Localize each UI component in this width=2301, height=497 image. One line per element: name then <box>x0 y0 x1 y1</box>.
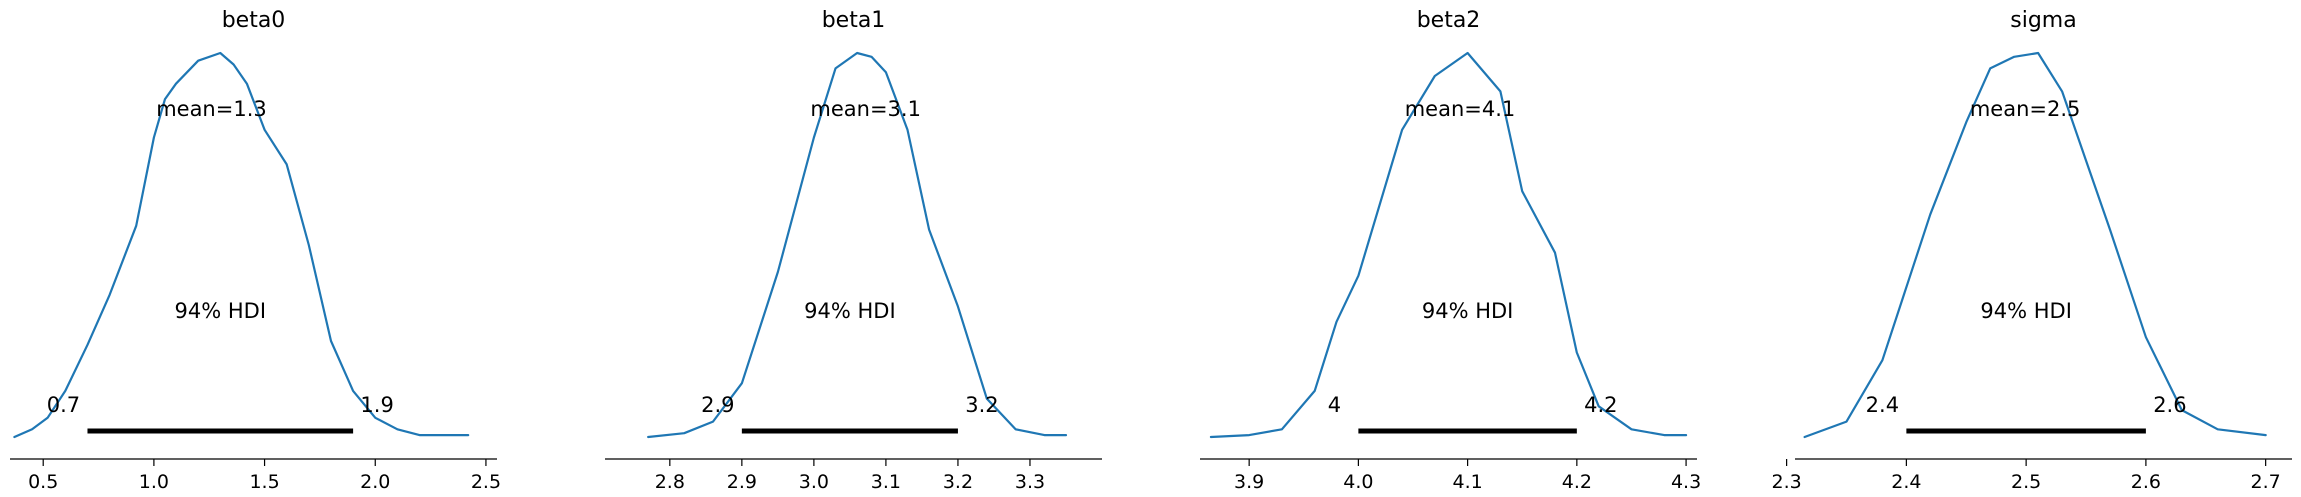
x-tick-label: 1.0 <box>139 471 169 493</box>
x-tick-label: 3.1 <box>871 471 901 493</box>
hdi-label: 94% HDI <box>804 299 896 323</box>
hdi-label: 94% HDI <box>1422 299 1514 323</box>
panel-title: beta1 <box>822 8 886 33</box>
kde-curve <box>1803 51 2267 439</box>
hdi-label: 94% HDI <box>175 299 267 323</box>
x-tick-label: 2.0 <box>360 471 390 493</box>
x-tick-label: 2.9 <box>727 471 757 493</box>
kde-curve <box>13 51 470 439</box>
x-tick-label: 2.6 <box>2131 471 2161 493</box>
x-tick-label: 4.0 <box>1343 471 1373 493</box>
x-tick-label: 1.5 <box>249 471 279 493</box>
x-tick-label: 2.8 <box>655 471 685 493</box>
x-tick-label: 0.5 <box>28 471 58 493</box>
panel-beta1: beta1 mean=3.1 94% HDI 2.9 3.2 2.8 2.9 3.0… <box>605 8 1102 493</box>
x-tick-label: 2.5 <box>2011 471 2041 493</box>
hdi-low-label: 4 <box>1328 393 1341 417</box>
x-tick-label: 4.2 <box>1562 471 1592 493</box>
x-tick-label: 3.3 <box>1015 471 1045 493</box>
x-tick-label: 4.3 <box>1671 471 1701 493</box>
x-tick-label: 2.3 <box>1772 471 1802 493</box>
mean-label: mean=3.1 <box>810 97 921 121</box>
x-tick-label: 2.5 <box>471 471 501 493</box>
panel-sigma: sigma mean=2.5 94% HDI 2.4 2.6 2.3 2.4 2.5… <box>1772 8 2292 493</box>
hdi-high-label: 3.2 <box>965 393 998 417</box>
x-tick-label: 3.9 <box>1234 471 1264 493</box>
kde-curve <box>647 51 1068 439</box>
hdi-low-label: 2.4 <box>1866 393 1899 417</box>
panel-beta0: beta0 mean=1.3 94% HDI 0.7 1.9 0.5 1.0 1.5… <box>10 8 501 493</box>
x-tick-label: 2.7 <box>2251 471 2281 493</box>
hdi-high-label: 1.9 <box>360 393 393 417</box>
x-tick-label: 4.1 <box>1453 471 1483 493</box>
panel-title: sigma <box>2010 8 2076 33</box>
x-tick-label: 2.4 <box>1891 471 1921 493</box>
x-tick-label: 3.2 <box>943 471 973 493</box>
mean-label: mean=4.1 <box>1405 97 1516 121</box>
hdi-high-label: 2.6 <box>2153 393 2186 417</box>
panel-beta2: beta2 mean=4.1 94% HDI 4 4.2 3.9 4.0 4.1 4.… <box>1200 8 1701 493</box>
panel-title: beta2 <box>1417 8 1481 33</box>
hdi-low-label: 2.9 <box>701 393 734 417</box>
kde-curve <box>1209 51 1688 439</box>
x-tick-label: 3.0 <box>799 471 829 493</box>
hdi-label: 94% HDI <box>1980 299 2072 323</box>
mean-label: mean=2.5 <box>1970 97 2081 121</box>
panel-title: beta0 <box>222 8 286 33</box>
hdi-low-label: 0.7 <box>47 393 80 417</box>
mean-label: mean=1.3 <box>156 97 267 121</box>
hdi-high-label: 4.2 <box>1584 393 1617 417</box>
